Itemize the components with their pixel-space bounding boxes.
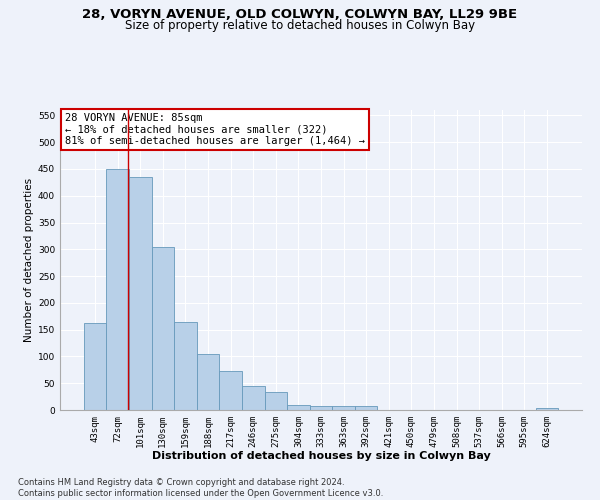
Bar xyxy=(265,392,287,410)
Bar xyxy=(174,322,197,410)
X-axis label: Distribution of detached houses by size in Colwyn Bay: Distribution of detached houses by size … xyxy=(152,452,490,462)
Bar xyxy=(332,406,355,410)
Bar xyxy=(197,354,220,410)
Text: 28 VORYN AVENUE: 85sqm
← 18% of detached houses are smaller (322)
81% of semi-de: 28 VORYN AVENUE: 85sqm ← 18% of detached… xyxy=(65,113,365,146)
Bar xyxy=(106,169,129,410)
Text: Contains HM Land Registry data © Crown copyright and database right 2024.
Contai: Contains HM Land Registry data © Crown c… xyxy=(18,478,383,498)
Bar xyxy=(287,405,310,410)
Text: Size of property relative to detached houses in Colwyn Bay: Size of property relative to detached ho… xyxy=(125,19,475,32)
Bar xyxy=(129,177,152,410)
Bar xyxy=(152,246,174,410)
Bar xyxy=(355,406,377,410)
Bar xyxy=(242,386,265,410)
Text: 28, VORYN AVENUE, OLD COLWYN, COLWYN BAY, LL29 9BE: 28, VORYN AVENUE, OLD COLWYN, COLWYN BAY… xyxy=(82,8,518,20)
Bar xyxy=(310,406,332,410)
Bar xyxy=(536,408,558,410)
Y-axis label: Number of detached properties: Number of detached properties xyxy=(24,178,34,342)
Bar xyxy=(84,322,106,410)
Bar xyxy=(220,371,242,410)
